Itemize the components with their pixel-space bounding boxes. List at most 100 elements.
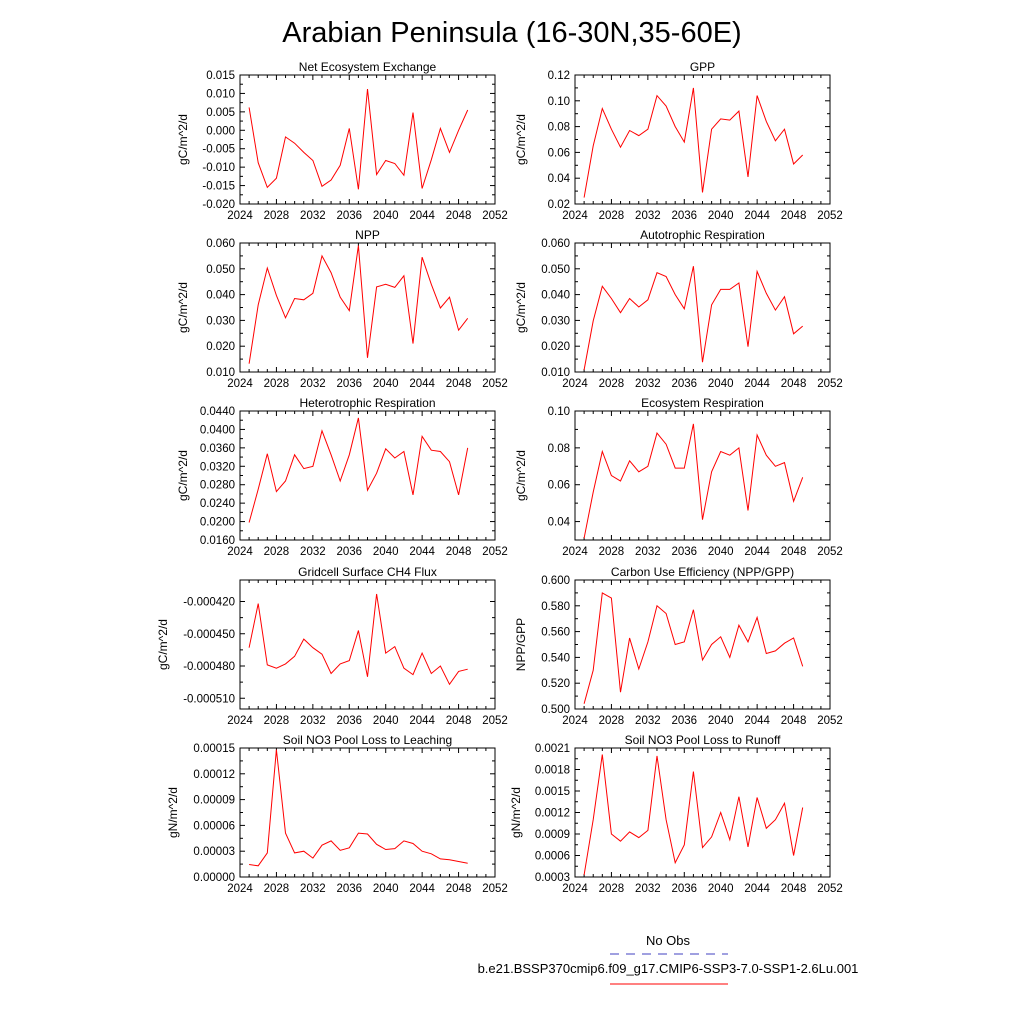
x-tick-label: 2036 <box>336 210 362 222</box>
y-tick-label: -0.000480 <box>183 661 235 673</box>
x-tick-label: 2044 <box>409 883 435 895</box>
panel-title: NPP <box>355 228 380 242</box>
y-tick-label: 0.0360 <box>200 443 235 455</box>
y-tick-label: 0.0160 <box>200 535 235 547</box>
figure-title: Arabian Peninsula (16-30N,35-60E) <box>282 17 741 49</box>
x-tick-label: 2028 <box>264 715 290 727</box>
y-tick-label: 0.005 <box>206 107 235 119</box>
x-tick-label: 2036 <box>336 546 362 558</box>
series-line <box>248 593 468 686</box>
y-tick-label: -0.000510 <box>183 693 235 705</box>
x-tick-label: 2032 <box>300 210 326 222</box>
x-tick-label: 2036 <box>671 715 697 727</box>
y-tick-label: 0.00000 <box>193 872 235 884</box>
x-tick-label: 2048 <box>781 715 807 727</box>
panels: 2024 2028 2032 2036 2040 2044 2048 2052 -0.020 -0… <box>156 60 843 895</box>
x-tick-label: 2048 <box>781 546 807 558</box>
x-tick-label: 2048 <box>446 378 472 390</box>
y-tick-label: 0.0240 <box>200 498 235 510</box>
x-tick-label: 2040 <box>708 715 734 727</box>
y-tick-label: 0.000 <box>206 125 235 137</box>
x-tick-label: 2024 <box>562 715 588 727</box>
y-tick-label: -0.015 <box>202 181 235 193</box>
y-axis-label: gC/m^2/d <box>176 450 190 501</box>
x-tick-label: 2040 <box>708 378 734 390</box>
x-tick-label: 2040 <box>373 546 399 558</box>
y-tick-label: 0.0003 <box>535 872 570 884</box>
y-axis-label: gC/m^2/d <box>156 619 170 670</box>
x-tick-label: 2044 <box>744 546 770 558</box>
y-axis-label: gC/m^2/d <box>514 114 528 165</box>
y-tick-label: 0.00003 <box>193 846 235 858</box>
y-axis-label: NPP/GPP <box>514 618 528 671</box>
panel-title: Soil NO3 Pool Loss to Runoff <box>625 733 782 747</box>
x-tick-label: 2032 <box>635 715 661 727</box>
panel-heterotrophic-respiration: 2024 2028 2032 2036 2040 2044 2048 2052 0.0160 0.… <box>176 396 508 558</box>
y-tick-label: 0.050 <box>541 264 570 276</box>
x-tick-label: 2052 <box>817 210 843 222</box>
series-line <box>583 592 804 704</box>
y-tick-label: 0.520 <box>541 678 570 690</box>
panel-net-ecosystem-exchange: 2024 2028 2032 2036 2040 2044 2048 2052 -0.020 -0… <box>176 60 508 222</box>
x-tick-label: 2048 <box>446 883 472 895</box>
y-tick-label: 0.010 <box>541 367 570 379</box>
y-tick-label: 0.020 <box>541 341 570 353</box>
x-tick-label: 2024 <box>227 378 253 390</box>
x-tick-label: 2028 <box>599 378 625 390</box>
x-tick-label: 2032 <box>300 715 326 727</box>
x-tick-label: 2044 <box>409 210 435 222</box>
y-tick-label: 0.10 <box>548 96 570 108</box>
x-tick-label: 2024 <box>227 546 253 558</box>
x-tick-label: 2048 <box>781 210 807 222</box>
x-tick-label: 2036 <box>336 715 362 727</box>
y-tick-label: 0.0015 <box>535 786 570 798</box>
y-tick-label: 0.020 <box>206 341 235 353</box>
y-tick-label: 0.030 <box>541 315 570 327</box>
panel-gpp: 2024 2028 2032 2036 2040 2044 2048 2052 0.02 0.04… <box>514 60 843 222</box>
y-tick-label: 0.010 <box>206 88 235 100</box>
x-tick-label: 2044 <box>744 883 770 895</box>
y-tick-label: 0.04 <box>548 173 571 185</box>
x-tick-label: 2028 <box>599 210 625 222</box>
y-tick-label: 0.040 <box>206 290 235 302</box>
y-axis-label: gC/m^2/d <box>514 450 528 501</box>
y-tick-label: 0.015 <box>206 70 235 82</box>
x-tick-label: 2048 <box>446 210 472 222</box>
series-line <box>249 749 468 867</box>
series-line <box>583 87 804 198</box>
x-tick-label: 2028 <box>264 546 290 558</box>
panel-ecosystem-respiration: 2024 2028 2032 2036 2040 2044 2048 2052 0.04 0.06… <box>514 396 843 558</box>
y-tick-label: 0.600 <box>541 575 570 587</box>
x-tick-label: 2024 <box>562 546 588 558</box>
x-tick-label: 2032 <box>635 378 661 390</box>
x-tick-label: 2048 <box>446 546 472 558</box>
y-tick-label: 0.0320 <box>200 461 235 473</box>
panel-title: Heterotrophic Respiration <box>299 396 435 410</box>
x-tick-label: 2044 <box>744 715 770 727</box>
panel-autotrophic-respiration: 2024 2028 2032 2036 2040 2044 2048 2052 0.010 0.0… <box>514 228 843 390</box>
y-tick-label: 0.06 <box>548 147 570 159</box>
series-line <box>248 245 469 364</box>
series-line <box>248 417 469 523</box>
y-tick-label: 0.00006 <box>193 820 235 832</box>
y-tick-label: -0.000420 <box>183 597 235 609</box>
y-tick-label: 0.040 <box>541 290 570 302</box>
x-tick-label: 2052 <box>482 883 508 895</box>
x-tick-label: 2028 <box>264 378 290 390</box>
x-tick-label: 2024 <box>227 883 253 895</box>
x-tick-label: 2024 <box>562 883 588 895</box>
x-tick-label: 2028 <box>599 883 625 895</box>
y-tick-label: 0.0018 <box>535 765 570 777</box>
y-tick-label: 0.0280 <box>200 480 235 492</box>
x-tick-label: 2052 <box>482 378 508 390</box>
x-tick-label: 2052 <box>482 715 508 727</box>
x-tick-label: 2052 <box>817 546 843 558</box>
x-tick-label: 2028 <box>599 715 625 727</box>
x-tick-label: 2032 <box>300 883 326 895</box>
x-tick-label: 2052 <box>482 546 508 558</box>
y-tick-label: 0.580 <box>541 601 570 613</box>
panel-title: Gridcell Surface CH4 Flux <box>298 565 437 579</box>
x-tick-label: 2032 <box>635 210 661 222</box>
x-tick-label: 2040 <box>373 715 399 727</box>
panel-title: Autotrophic Respiration <box>640 228 765 242</box>
